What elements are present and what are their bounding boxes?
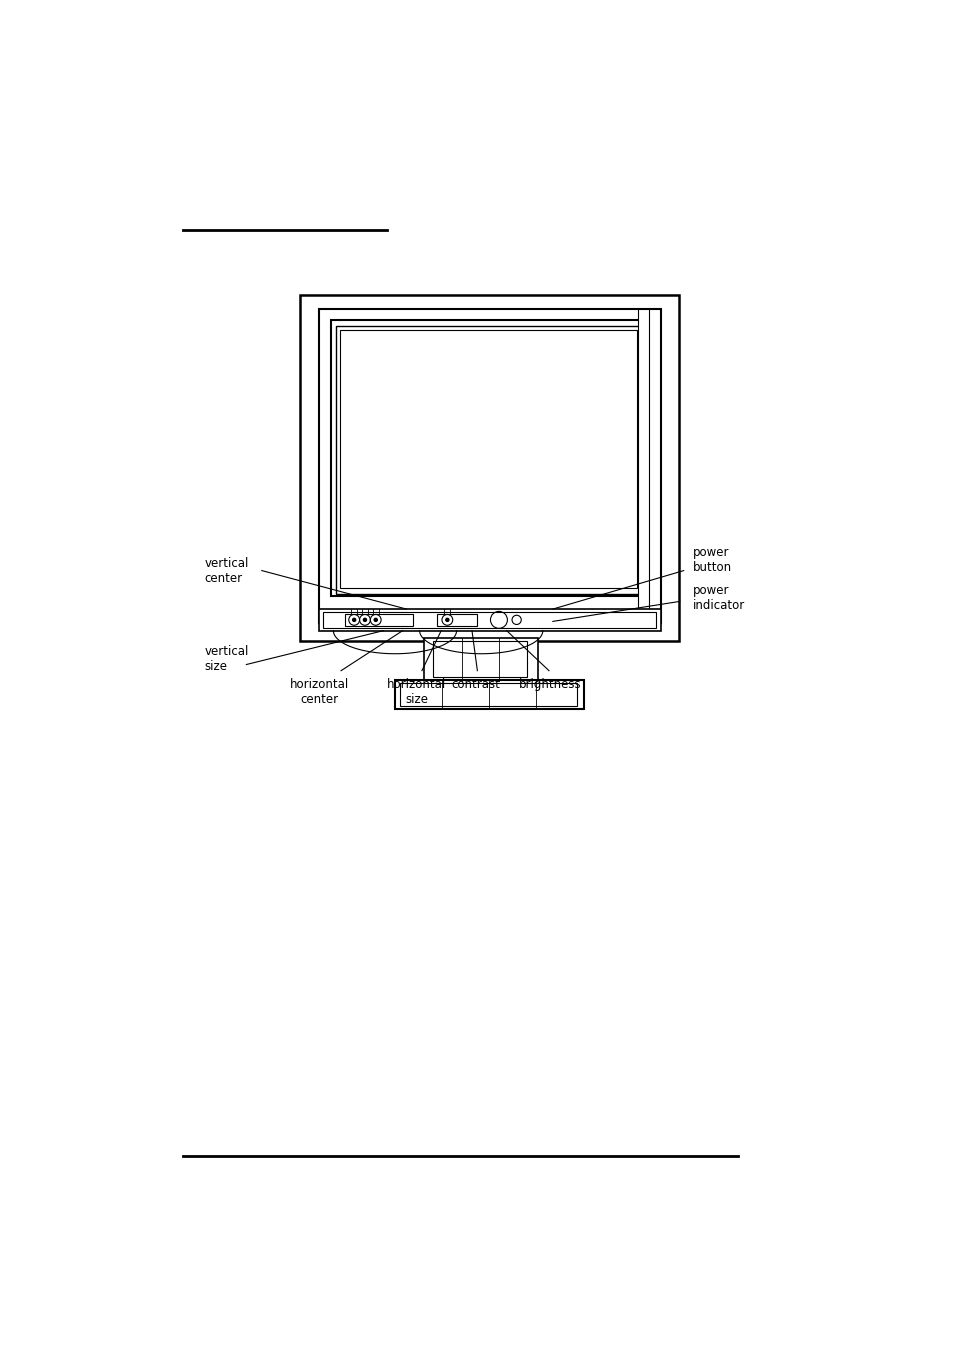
Bar <box>300 295 679 642</box>
Bar <box>331 321 646 596</box>
Bar <box>335 326 641 593</box>
Text: horizontal
size: horizontal size <box>387 678 446 707</box>
Bar <box>340 330 636 588</box>
Text: vertical
size: vertical size <box>205 645 249 673</box>
Bar <box>436 613 476 626</box>
Circle shape <box>363 619 366 621</box>
Bar <box>424 638 537 681</box>
Bar <box>433 642 527 677</box>
Text: horizontal
center: horizontal center <box>290 678 349 707</box>
Bar <box>318 309 660 623</box>
Circle shape <box>353 619 355 621</box>
Bar <box>323 612 656 627</box>
Bar <box>637 309 648 623</box>
Bar <box>400 682 577 705</box>
Text: contrast: contrast <box>451 678 499 692</box>
Text: power
indicator: power indicator <box>692 584 744 612</box>
Text: brightness: brightness <box>517 678 580 692</box>
Bar <box>318 609 660 631</box>
Circle shape <box>445 619 449 621</box>
Bar <box>395 680 583 709</box>
Bar <box>345 613 413 626</box>
Text: power
button: power button <box>692 546 731 574</box>
Text: vertical
center: vertical center <box>205 556 249 585</box>
Circle shape <box>374 619 376 621</box>
